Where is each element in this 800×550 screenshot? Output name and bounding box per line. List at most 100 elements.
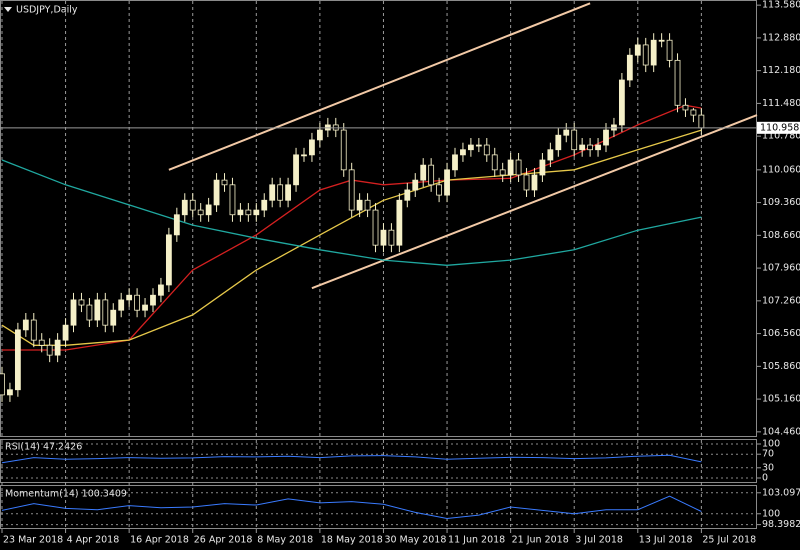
candle-body bbox=[134, 294, 140, 311]
x-tick-label: 13 Jul 2018 bbox=[639, 535, 693, 546]
indicator-line bbox=[1, 495, 702, 520]
y-tick-label: 0 bbox=[762, 473, 768, 484]
x-tick-label: 26 Apr 2018 bbox=[194, 535, 253, 546]
candle-body bbox=[237, 209, 244, 216]
candle-body bbox=[205, 204, 212, 216]
candle-body bbox=[94, 299, 101, 321]
main-panel-frame bbox=[0, 0, 757, 437]
candle-body bbox=[372, 209, 379, 246]
y-tick-label: 98.3982 bbox=[762, 519, 800, 530]
moving-average bbox=[2, 104, 702, 351]
x-tick-label: 11 Jun 2018 bbox=[448, 535, 505, 546]
y-tick-label: 109.360 bbox=[762, 197, 800, 208]
candle-body bbox=[78, 299, 85, 306]
y-tick-label: 107.960 bbox=[762, 263, 800, 274]
candle-body bbox=[380, 229, 387, 246]
candle-body bbox=[475, 144, 482, 147]
candle-body bbox=[571, 129, 578, 151]
y-tick-label: 113.580 bbox=[762, 0, 800, 11]
candle-body bbox=[626, 54, 633, 81]
candle-body bbox=[22, 319, 29, 331]
candle-body bbox=[245, 209, 252, 216]
candle-body bbox=[666, 39, 673, 61]
candle-body bbox=[356, 199, 363, 211]
y-tick-label: 107.260 bbox=[762, 295, 800, 306]
y-tick-label: 105.860 bbox=[762, 361, 800, 372]
candle-body bbox=[650, 39, 657, 66]
candle-body bbox=[86, 304, 93, 321]
y-tick-label: 108.660 bbox=[762, 230, 800, 241]
candle-body bbox=[404, 189, 411, 201]
candle-body bbox=[690, 109, 697, 116]
candle-body bbox=[158, 284, 164, 296]
candle-body bbox=[253, 209, 260, 216]
candle-body bbox=[436, 184, 442, 196]
candle-body bbox=[316, 129, 323, 141]
candle-body bbox=[460, 149, 466, 156]
y-tick-label: 100 bbox=[762, 439, 780, 450]
y-tick-label: 110.060 bbox=[762, 164, 800, 175]
candle-body bbox=[340, 129, 347, 171]
y-tick-label: 111.480 bbox=[762, 98, 800, 109]
candle-body bbox=[515, 159, 522, 176]
candle-body bbox=[420, 164, 427, 181]
candle-body bbox=[189, 199, 196, 211]
y-tick-label: 106.560 bbox=[762, 328, 800, 339]
candle-body bbox=[269, 184, 276, 201]
candle-body bbox=[388, 229, 395, 246]
candle-body bbox=[213, 179, 220, 206]
candle-body bbox=[507, 159, 514, 176]
x-tick-label: 18 May 2018 bbox=[321, 535, 383, 546]
chart-title: USDJPY,Daily bbox=[16, 5, 78, 16]
x-tick-label: 23 Mar 2018 bbox=[3, 535, 63, 546]
x-tick-label: 16 Apr 2018 bbox=[130, 535, 189, 546]
candle-body bbox=[682, 104, 689, 111]
y-tick-label: 70 bbox=[762, 449, 774, 460]
price-label: 110.958 bbox=[760, 122, 799, 133]
candle-body bbox=[285, 184, 291, 201]
candle-body bbox=[642, 44, 649, 66]
trend-line bbox=[168, 2, 591, 171]
candle-body bbox=[0, 373, 5, 396]
y-tick-label: 110.780 bbox=[762, 131, 800, 142]
candle-body bbox=[428, 164, 435, 186]
y-tick-label: 112.180 bbox=[762, 65, 800, 76]
y-tick-label: 105.160 bbox=[762, 394, 800, 405]
candle-body bbox=[229, 184, 236, 216]
candle-body bbox=[444, 169, 450, 196]
momentum-panel-frame bbox=[0, 485, 757, 529]
candle-body bbox=[142, 304, 148, 311]
candle-body bbox=[658, 39, 665, 42]
candle-body bbox=[221, 179, 228, 186]
candle-body bbox=[165, 234, 172, 286]
candle-body bbox=[364, 199, 371, 211]
candle-body bbox=[197, 209, 204, 216]
price-label-box bbox=[757, 121, 800, 134]
candle-body bbox=[531, 174, 538, 191]
candle-body bbox=[412, 179, 419, 191]
candle-body bbox=[539, 159, 546, 176]
candle-body bbox=[698, 114, 705, 129]
candle-body bbox=[261, 199, 268, 211]
candle-body bbox=[348, 169, 355, 211]
trend-line bbox=[311, 114, 758, 290]
rsi-panel-frame bbox=[0, 439, 757, 483]
candle-body bbox=[555, 134, 562, 151]
x-tick-label: 3 Jul 2018 bbox=[575, 535, 623, 546]
candle-body bbox=[173, 214, 180, 236]
moving-average bbox=[1, 159, 702, 266]
candle-body bbox=[277, 184, 284, 201]
candle-body bbox=[126, 294, 133, 301]
candle-body bbox=[118, 299, 125, 311]
candle-body bbox=[293, 154, 299, 186]
candle-body bbox=[634, 44, 641, 56]
candle-body bbox=[54, 339, 61, 356]
candle-body bbox=[467, 144, 474, 151]
y-tick-label: 104.460 bbox=[762, 426, 800, 437]
candle-body bbox=[150, 294, 156, 306]
candle-body bbox=[587, 144, 594, 151]
menu-triangle[interactable] bbox=[4, 7, 12, 12]
y-tick-label: 100 bbox=[762, 508, 780, 519]
